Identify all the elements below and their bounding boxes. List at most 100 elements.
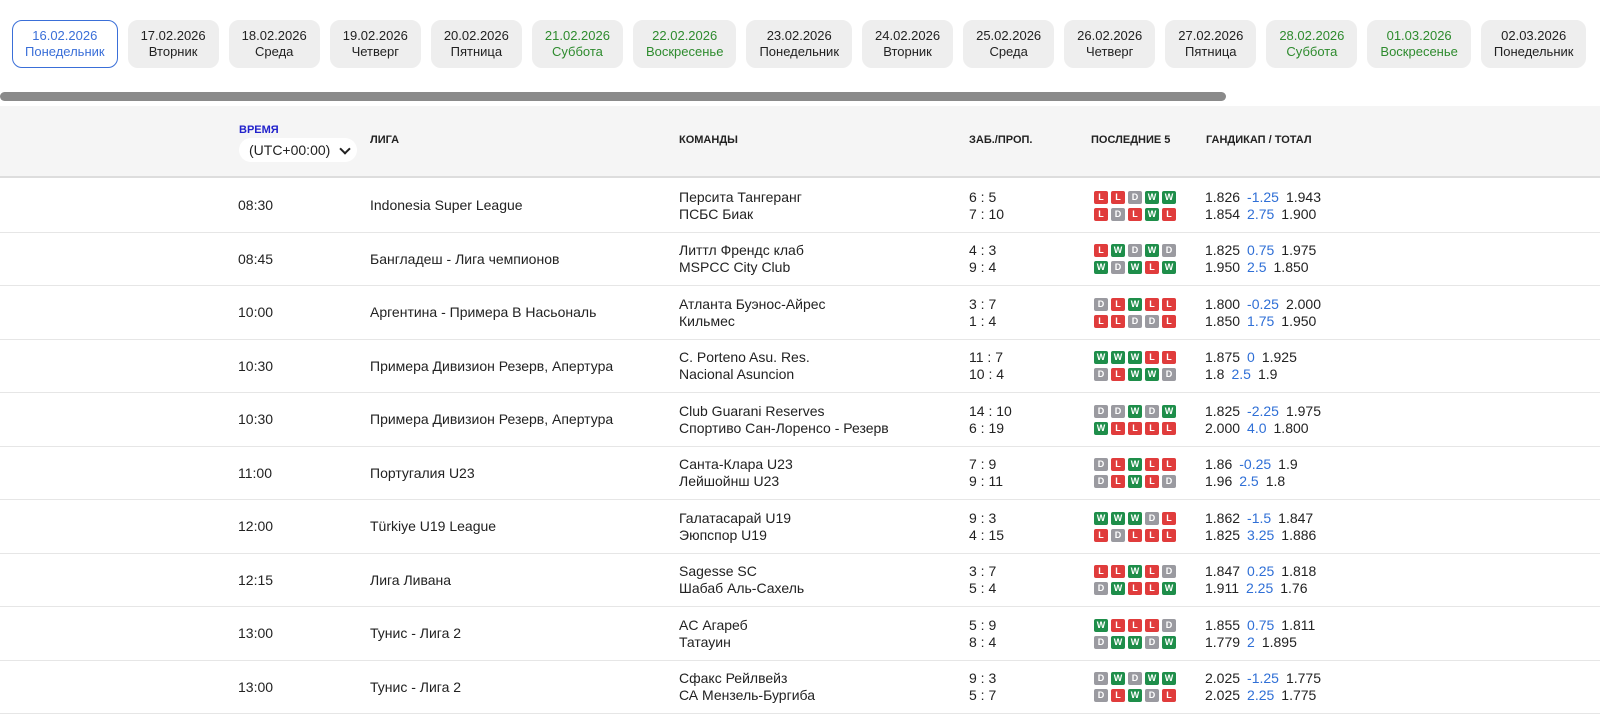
odd[interactable]: 2.025 (1205, 670, 1240, 686)
odd[interactable]: 0.75 (1247, 617, 1274, 633)
odd[interactable]: 1.925 (1262, 349, 1297, 365)
odd[interactable]: 1.811 (1281, 617, 1315, 633)
odd[interactable]: 0 (1247, 349, 1255, 365)
odds-line: 2.000 4.0 1.800 (1205, 420, 1328, 437)
odd[interactable]: -1.25 (1247, 189, 1279, 205)
time-cell: 08:45 (238, 233, 273, 286)
odd[interactable]: 1.850 (1205, 313, 1240, 329)
form-badge: D (1094, 405, 1108, 418)
form-badge: L (1145, 582, 1159, 595)
odd[interactable]: 1.825 (1205, 242, 1240, 258)
odd[interactable]: 2.75 (1247, 206, 1274, 222)
league-cell: Türkiye U19 League (370, 500, 496, 553)
odd[interactable]: 0.75 (1247, 242, 1274, 258)
league-cell: Примера Дивизион Резерв, Апертура (370, 393, 613, 446)
odd[interactable]: 1.943 (1286, 189, 1321, 205)
odd[interactable]: 1.779 (1205, 634, 1240, 650)
odd[interactable]: 2.25 (1246, 580, 1273, 596)
team: Татауин (679, 634, 748, 651)
odd[interactable]: 1.96 (1205, 473, 1232, 489)
odd[interactable]: 1.855 (1205, 617, 1240, 633)
odd[interactable]: 1.9 (1278, 456, 1297, 472)
odd[interactable]: 1.8 (1266, 473, 1285, 489)
odd[interactable]: 1.862 (1205, 510, 1240, 526)
odd[interactable]: 1.775 (1281, 687, 1316, 703)
odd[interactable]: 1.825 (1205, 527, 1240, 543)
odd[interactable]: 1.825 (1205, 403, 1240, 419)
odd[interactable]: 1.854 (1205, 206, 1240, 222)
odd[interactable]: 1.8 (1205, 366, 1224, 382)
odd[interactable]: 1.818 (1281, 563, 1316, 579)
odd[interactable]: 2.025 (1205, 687, 1240, 703)
odd[interactable]: 3.25 (1247, 527, 1274, 543)
odd[interactable]: 1.950 (1205, 259, 1240, 275)
odd[interactable]: 1.800 (1274, 420, 1309, 436)
odd[interactable]: -1.5 (1247, 510, 1271, 526)
odd[interactable]: 2.5 (1239, 473, 1258, 489)
form-badge: L (1128, 582, 1142, 595)
odds-line: 2.025 2.25 1.775 (1205, 687, 1328, 704)
odd[interactable]: 1.800 (1205, 296, 1240, 312)
odd[interactable]: 2 (1247, 634, 1255, 650)
odd[interactable]: 1.950 (1281, 313, 1316, 329)
odd[interactable]: 1.975 (1286, 403, 1321, 419)
odd[interactable]: 1.775 (1286, 670, 1321, 686)
scrollbar[interactable] (0, 92, 1226, 101)
odd[interactable]: 1.847 (1205, 563, 1240, 579)
odd[interactable]: -0.25 (1239, 456, 1271, 472)
odd[interactable]: 1.850 (1274, 259, 1309, 275)
odd[interactable]: 1.975 (1281, 242, 1316, 258)
odd[interactable]: 4.0 (1247, 420, 1266, 436)
date: 20.02.2026 (444, 28, 509, 44)
odd[interactable]: 1.847 (1278, 510, 1313, 526)
odd[interactable]: 2.5 (1247, 259, 1266, 275)
odd[interactable]: 2.5 (1231, 366, 1250, 382)
odd[interactable]: 1.900 (1281, 206, 1316, 222)
odd[interactable]: 1.76 (1280, 580, 1307, 596)
league-cell: Аргентина - Примера B Насьональ (370, 286, 596, 339)
goals: 3 : 7 (969, 296, 996, 313)
odd[interactable]: 1.75 (1247, 313, 1274, 329)
odd[interactable]: -1.25 (1247, 670, 1279, 686)
odd[interactable]: 1.9 (1258, 366, 1277, 382)
odd[interactable]: 1.86 (1205, 456, 1232, 472)
odd[interactable]: 0.25 (1247, 563, 1274, 579)
odd[interactable]: 1.895 (1262, 634, 1297, 650)
odd[interactable]: 1.886 (1281, 527, 1316, 543)
odd[interactable]: 2.000 (1205, 420, 1240, 436)
odd[interactable]: 2.000 (1286, 296, 1321, 312)
odd[interactable]: 1.826 (1205, 189, 1240, 205)
timezone-select[interactable]: (UTC+00:00) (239, 138, 357, 162)
odd[interactable]: 1.911 (1205, 580, 1239, 596)
odd[interactable]: -0.25 (1247, 296, 1279, 312)
odd[interactable]: -2.25 (1247, 403, 1279, 419)
odd[interactable]: 1.875 (1205, 349, 1240, 365)
odd[interactable]: 2.25 (1247, 687, 1274, 703)
